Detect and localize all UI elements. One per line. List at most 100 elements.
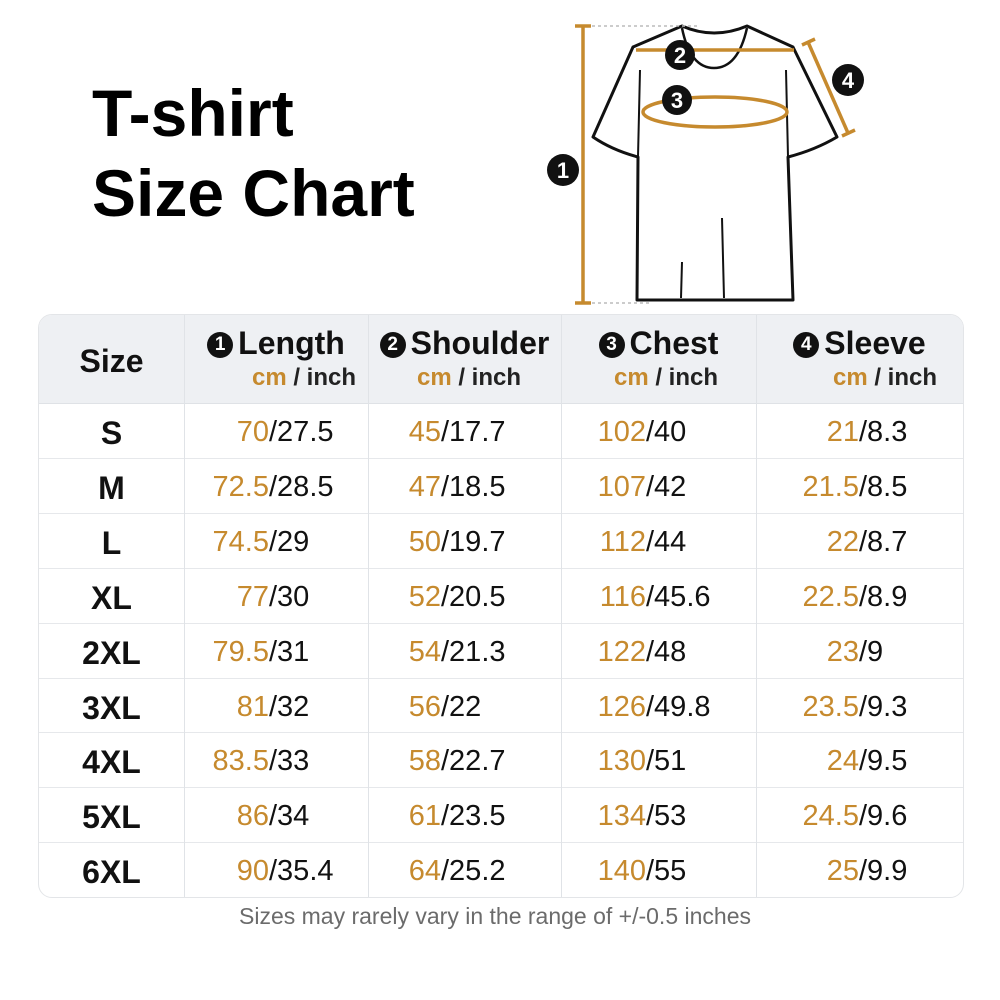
size-label: 5XL (82, 799, 141, 836)
measurement-cell: 72.5/28.5 (184, 458, 334, 516)
inch-value: /28.5 (269, 470, 334, 503)
inch-value: /8.7 (859, 525, 908, 558)
measurement-cell: 50/19.7 (368, 513, 506, 571)
inch-value: /31 (269, 635, 310, 668)
unit-cm: cm (251, 364, 287, 391)
tshirt-outline-icon (591, 24, 839, 302)
cm-value: 130 (597, 745, 646, 778)
cm-value: 50 (408, 525, 441, 558)
svg-text:2: 2 (674, 43, 686, 68)
table-row: S 70/27.5 45/17.7 102/40 21/8.3 (39, 403, 963, 458)
measurement-cell: 90/35.4 (184, 842, 334, 897)
marker-3-icon: 3 (662, 85, 692, 115)
column-header-length: 1 Length cm / inch (184, 315, 368, 403)
measurement-cell: 54/21.3 (368, 623, 506, 681)
measurement-cell: 52/20.5 (368, 568, 506, 626)
marker-4-icon: 4 (793, 332, 820, 358)
cm-value: 61 (408, 800, 441, 833)
measurement-cell: 23.5/9.3 (756, 678, 908, 736)
cm-value: 83.5 (212, 745, 269, 778)
measurement-cell: 25/9.9 (756, 842, 908, 897)
svg-text:4: 4 (842, 68, 855, 93)
table-row: L 74.5/29 50/19.7 112/44 22/8.7 (39, 513, 963, 568)
cm-value: 122 (597, 635, 646, 668)
cm-value: 24 (826, 745, 859, 778)
cm-value: 140 (597, 855, 646, 888)
inch-value: /22 (441, 690, 482, 723)
measurement-cell: 116/45.6 (561, 568, 711, 626)
cm-value: 90 (236, 855, 269, 888)
unit-inch: / inch (293, 364, 356, 391)
table-row: XL 77/30 52/20.5 116/45.6 22.5/8.9 (39, 568, 963, 623)
column-header-shoulder: 2 Shoulder cm / inch (368, 315, 561, 403)
cm-value: 56 (408, 690, 441, 723)
size-table: Size 1 Length cm / inch 2 Shoulder cm / inc… (38, 314, 964, 898)
inch-value: /20.5 (441, 580, 506, 613)
unit-cm: cm (832, 364, 868, 391)
inch-value: /42 (646, 470, 687, 503)
inch-value: /21.3 (441, 635, 506, 668)
inch-value: /9 (859, 635, 884, 668)
unit-inch: / inch (874, 364, 937, 391)
marker-1-icon: 1 (547, 154, 579, 186)
inch-value: /51 (646, 745, 687, 778)
inch-value: /8.5 (859, 470, 908, 503)
measurement-cell: 134/53 (561, 787, 687, 845)
size-label: 6XL (82, 854, 141, 891)
cm-value: 72.5 (212, 470, 269, 503)
cm-value: 134 (597, 800, 646, 833)
column-header-sleeve: 4 Sleeve cm / inch (756, 315, 963, 403)
table-row: 2XL 79.5/31 54/21.3 122/48 23/9 (39, 623, 963, 678)
marker-2-icon: 2 (379, 332, 406, 358)
inch-value: /9.9 (859, 855, 908, 888)
sleeve-line (806, 41, 850, 134)
size-label: S (100, 415, 123, 451)
column-name: Length (238, 325, 345, 361)
inch-value: /22.7 (441, 745, 506, 778)
measurement-cell: 47/18.5 (368, 458, 506, 516)
inch-value: /45.6 (646, 580, 711, 613)
measurement-cell: 140/55 (561, 842, 687, 897)
table-row: 5XL 86/34 61/23.5 134/53 24.5/9.6 (39, 787, 963, 842)
measurement-cell: 112/44 (561, 513, 687, 571)
measurement-cell: 77/30 (184, 568, 310, 626)
inch-value: /29 (269, 525, 310, 558)
size-variance-note: Sizes may rarely vary in the range of +/… (239, 903, 751, 929)
cm-value: 24.5 (802, 800, 859, 833)
measurement-cell: 64/25.2 (368, 842, 506, 897)
cm-value: 64 (408, 855, 441, 888)
title-line-1: T-shirt (92, 76, 294, 150)
measurement-cell: 61/23.5 (368, 787, 506, 845)
measurement-cell: 79.5/31 (184, 623, 310, 681)
measurement-cell: 24/9.5 (756, 732, 908, 790)
marker-1-icon: 1 (207, 332, 234, 358)
marker-3-icon: 3 (598, 332, 625, 358)
size-label: L (101, 524, 122, 561)
inch-value: /8.3 (859, 416, 908, 448)
inch-value: /32 (269, 690, 310, 723)
inch-value: /44 (646, 525, 687, 558)
measurement-cell: 58/22.7 (368, 732, 506, 790)
cm-value: 79.5 (212, 635, 269, 668)
cm-value: 58 (408, 745, 441, 778)
size-label: XL (91, 579, 132, 616)
measurement-cell: 74.5/29 (184, 513, 310, 571)
column-name: Shoulder (410, 325, 550, 361)
inch-value: /27.5 (269, 416, 334, 448)
inch-value: /17.7 (441, 416, 506, 448)
cm-value: 107 (597, 470, 646, 503)
column-header-chest: 3 Chest cm / inch (561, 315, 756, 403)
inch-value: /33 (269, 745, 310, 778)
measurement-cell: 22/8.7 (756, 513, 908, 571)
inch-value: /19.7 (441, 525, 506, 558)
tshirt-diagram: 1 2 3 4 (547, 24, 864, 305)
size-label: 2XL (82, 634, 141, 671)
cm-value: 116 (599, 580, 646, 613)
unit-inch: / inch (458, 364, 521, 391)
inch-value: /9.3 (859, 690, 908, 723)
inch-value: /9.6 (859, 800, 908, 833)
cm-value: 22.5 (802, 580, 859, 613)
cm-value: 21 (826, 416, 859, 448)
measurement-cell: 126/49.8 (561, 678, 711, 736)
